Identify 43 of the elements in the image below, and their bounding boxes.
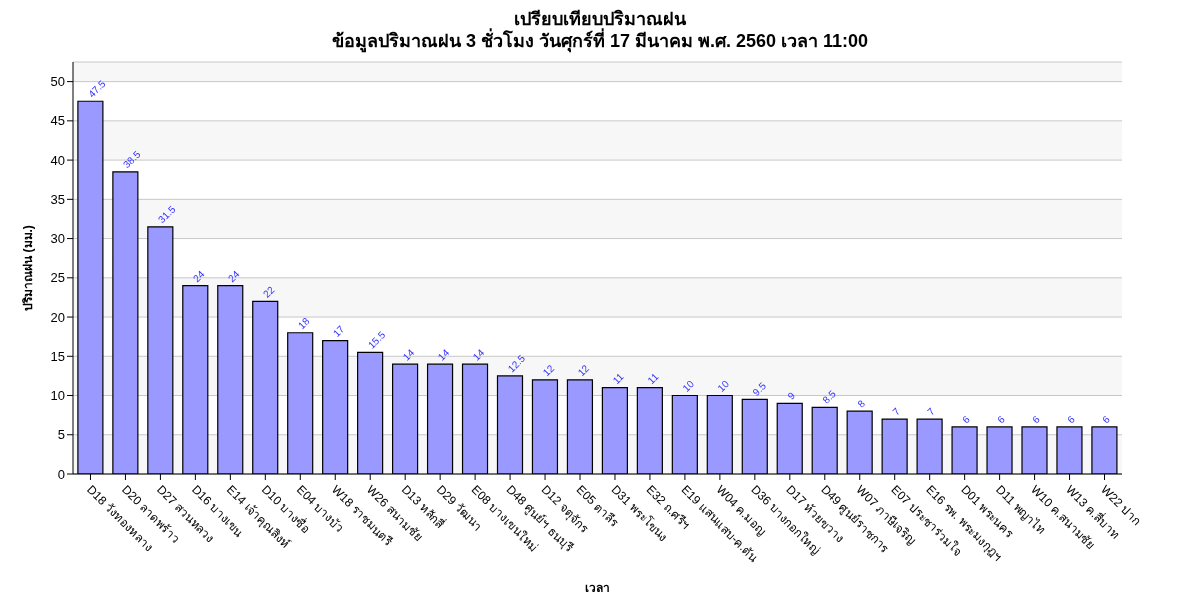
data-label: 10 xyxy=(715,377,732,394)
data-label: 24 xyxy=(190,268,207,285)
chart-subtitle: ข้อมูลปริมาณฝน 3 ชั่วโมง วันศุกร์ที่ 17 มีนาคม พ.ศ. 2560 เวลา 11:00 xyxy=(330,30,870,52)
data-label: 10 xyxy=(680,377,697,394)
x-axis-title: เวลา xyxy=(585,581,610,595)
data-label: 6 xyxy=(1065,413,1078,426)
data-label: 8 xyxy=(855,397,868,410)
data-label: 6 xyxy=(1100,413,1113,426)
y-tick-label: 45 xyxy=(50,113,65,129)
y-tick-label: 25 xyxy=(50,270,65,286)
data-label: 17 xyxy=(330,323,347,339)
data-label: 38.5 xyxy=(121,148,143,171)
y-tick-label: 5 xyxy=(57,427,65,443)
chart-title: เปรียบเทียบปริมาณฝน xyxy=(514,8,687,29)
data-label: 11 xyxy=(610,370,626,387)
y-tick-label: 50 xyxy=(50,74,65,90)
data-label: 31.5 xyxy=(155,203,178,226)
data-label: 14 xyxy=(435,346,452,363)
data-label: 18 xyxy=(295,315,312,332)
data-label: 7 xyxy=(925,405,938,418)
data-label: 22 xyxy=(260,283,277,300)
y-tick-label: 30 xyxy=(50,231,65,247)
data-label: 9.5 xyxy=(750,379,769,398)
y-tick-label: 40 xyxy=(50,152,65,168)
data-label: 14 xyxy=(400,346,417,363)
data-label: 11 xyxy=(645,370,661,387)
y-tick-label: 15 xyxy=(50,348,65,364)
y-tick-label: 0 xyxy=(57,466,65,482)
data-label: 14 xyxy=(470,346,487,363)
data-label: 47.5 xyxy=(86,77,108,100)
data-label: 9 xyxy=(785,389,798,402)
data-label: 7 xyxy=(890,405,903,418)
y-tick-label: 20 xyxy=(50,309,65,325)
y-tick-label: 10 xyxy=(50,388,65,404)
data-label: 6 xyxy=(995,413,1008,426)
data-label: 24 xyxy=(225,268,242,285)
data-label: 8.5 xyxy=(820,387,839,406)
data-label: 6 xyxy=(1030,413,1043,426)
data-label: 6 xyxy=(960,413,973,426)
data-label: 12 xyxy=(540,362,557,379)
data-label: 12 xyxy=(575,362,592,379)
y-tick-label: 35 xyxy=(50,191,65,207)
y-axis-title: ปริมาณฝน (มม.) xyxy=(21,225,36,311)
